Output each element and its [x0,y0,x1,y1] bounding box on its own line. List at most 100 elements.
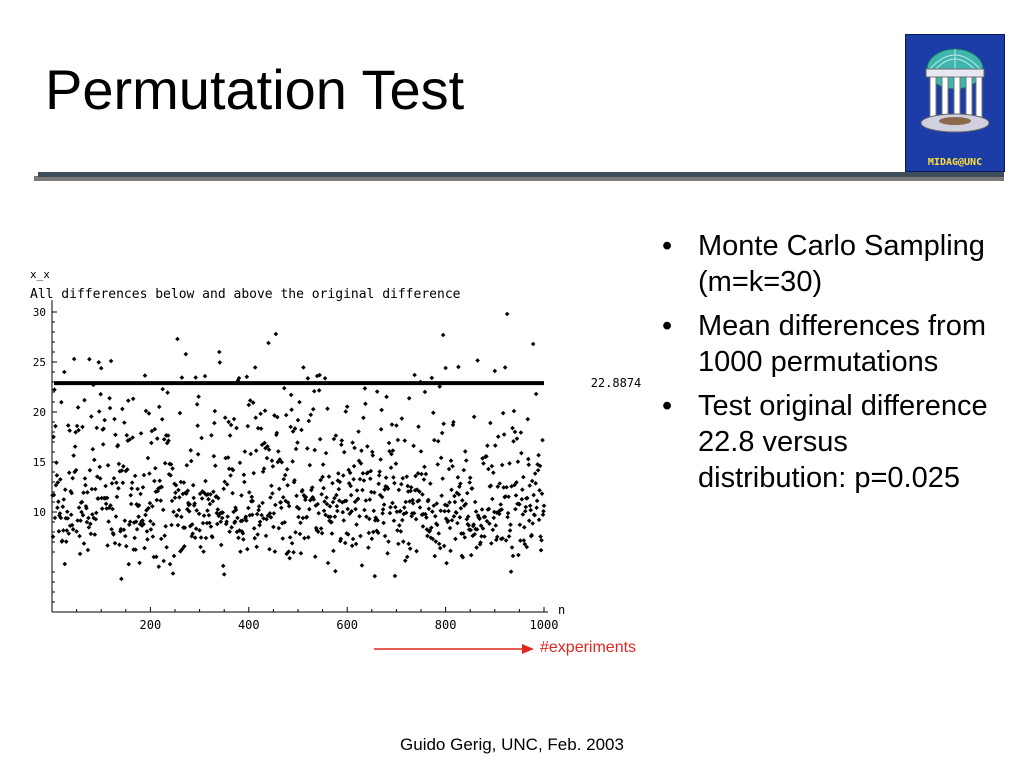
data-point [448,548,453,554]
data-point [294,504,300,510]
data-point [104,495,110,501]
data-point [435,438,441,444]
data-point [177,410,183,416]
data-point [272,413,277,418]
data-point [191,503,197,508]
data-point [510,425,515,431]
data-point [170,571,176,576]
data-point [116,485,121,491]
data-point [379,407,384,413]
data-point [536,452,541,458]
data-point [211,453,217,459]
data-point [383,484,388,489]
data-point [320,462,326,467]
data-point [375,530,381,536]
data-point [113,432,118,438]
data-point [77,551,83,557]
data-point [521,474,526,480]
data-point [450,422,456,428]
data-point [184,491,189,496]
data-point [354,522,359,527]
data-point [449,487,454,493]
data-point [88,531,94,537]
data-point [315,501,320,507]
data-point [228,422,234,428]
data-point [244,374,250,380]
data-point [455,520,460,526]
data-point [217,360,223,365]
data-point [279,520,285,526]
data-point [482,514,488,520]
data-point [361,415,366,421]
data-point [297,399,302,405]
data-point [475,358,480,363]
data-point [530,521,535,526]
data-point [347,470,353,476]
data-point [343,498,349,504]
data-point [310,494,316,500]
data-point [149,428,155,434]
data-point [71,453,76,458]
data-point [293,530,298,535]
data-point [147,471,152,476]
data-point [108,503,113,508]
data-point [531,492,536,498]
data-point [404,474,410,479]
data-point [150,504,155,509]
data-point [489,463,495,469]
data-point [465,514,471,519]
data-point [86,515,91,521]
data-point [401,505,407,510]
data-point [245,423,251,429]
data-point [527,483,533,488]
data-point [136,514,141,519]
data-point [103,501,109,507]
data-point [528,507,534,513]
data-point [190,482,196,488]
data-point [258,411,263,417]
data-point [486,466,491,472]
data-point [188,458,194,464]
data-point [164,544,169,550]
data-point [541,503,547,509]
data-point [133,519,139,524]
data-point [532,471,538,476]
data-point [352,499,358,505]
data-point [337,498,342,503]
data-point [530,341,536,347]
data-point [251,470,257,476]
data-point [52,387,57,392]
data-point [121,527,127,533]
bullet-item: • Mean differences from 1000 permutations [660,308,990,380]
data-point [131,520,137,525]
data-point [277,457,283,462]
x-tick-label: 1000 [530,618,559,632]
data-point [161,437,167,442]
data-point [418,449,424,454]
data-point [289,407,294,413]
data-point [222,415,228,420]
data-point [198,544,203,550]
data-point [478,523,484,529]
data-point [330,480,335,486]
data-point [269,483,274,489]
data-point [461,531,466,536]
data-point [109,526,114,532]
data-point [194,402,200,407]
data-point [312,554,318,560]
data-point [106,519,111,524]
data-point [505,510,511,516]
data-point [97,476,103,481]
data-point [234,425,239,431]
data-point [327,504,333,509]
data-point [413,473,418,479]
data-point [143,408,149,414]
data-point [287,535,293,540]
data-point [254,511,260,517]
data-point [324,495,329,500]
data-point [147,500,153,506]
data-point [455,475,461,480]
data-point [440,476,445,481]
data-point [448,458,454,464]
data-point [322,375,328,381]
